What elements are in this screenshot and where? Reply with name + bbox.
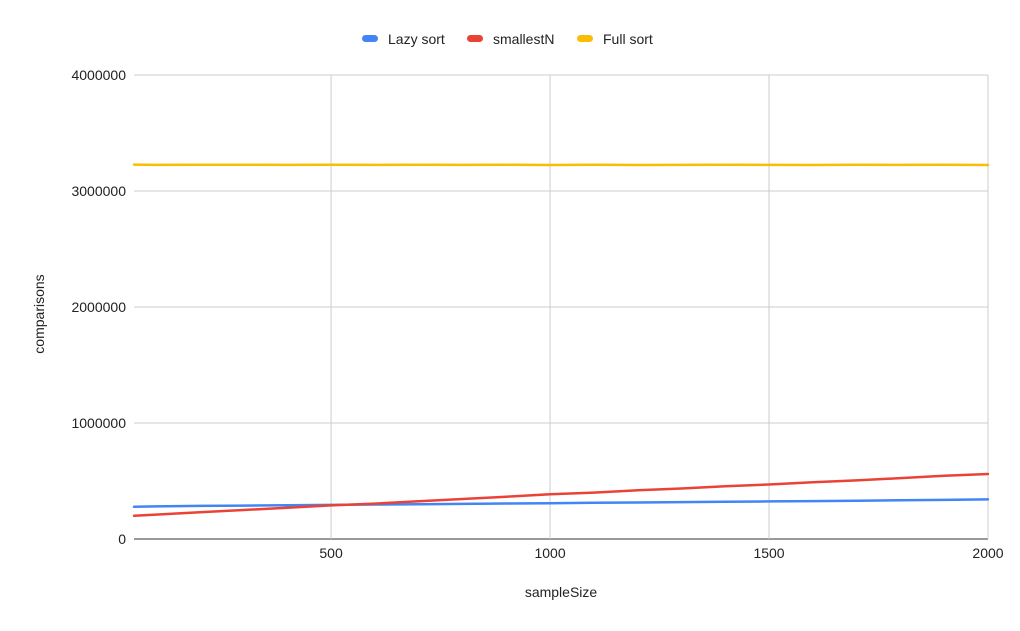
x-tick-label: 1000 [534,545,565,561]
y-tick-label: 1000000 [71,415,126,431]
x-tick-label: 500 [319,545,343,561]
series-line-smallestn [132,472,990,518]
series-line-lazy-sort [132,498,990,509]
legend-swatch [467,35,483,42]
legend-item: Lazy sort [362,31,445,47]
legend-label: smallestN [493,31,554,47]
y-tick-label: 3000000 [71,183,126,199]
legend-item: smallestN [467,31,554,47]
legend-label: Full sort [603,31,653,47]
y-axis-title: comparisons [31,274,47,353]
legend-swatch [362,35,378,42]
y-tick-label: 2000000 [71,299,126,315]
gridlines [134,74,989,540]
legend-swatch [577,35,593,42]
y-tick-label: 4000000 [71,67,126,83]
x-tick-label: 2000 [972,545,1003,561]
y-tick-label: 0 [118,531,126,547]
x-axis-title: sampleSize [525,584,598,600]
legend-item: Full sort [577,31,653,47]
series-lines [132,163,990,518]
x-axis-ticks: 500 1000 1500 2000 [319,545,1003,561]
y-axis-ticks: 0 1000000 2000000 3000000 4000000 [71,67,126,547]
legend: Lazy sort smallestN Full sort [362,31,653,47]
x-tick-label: 1500 [753,545,784,561]
legend-label: Lazy sort [388,31,445,47]
